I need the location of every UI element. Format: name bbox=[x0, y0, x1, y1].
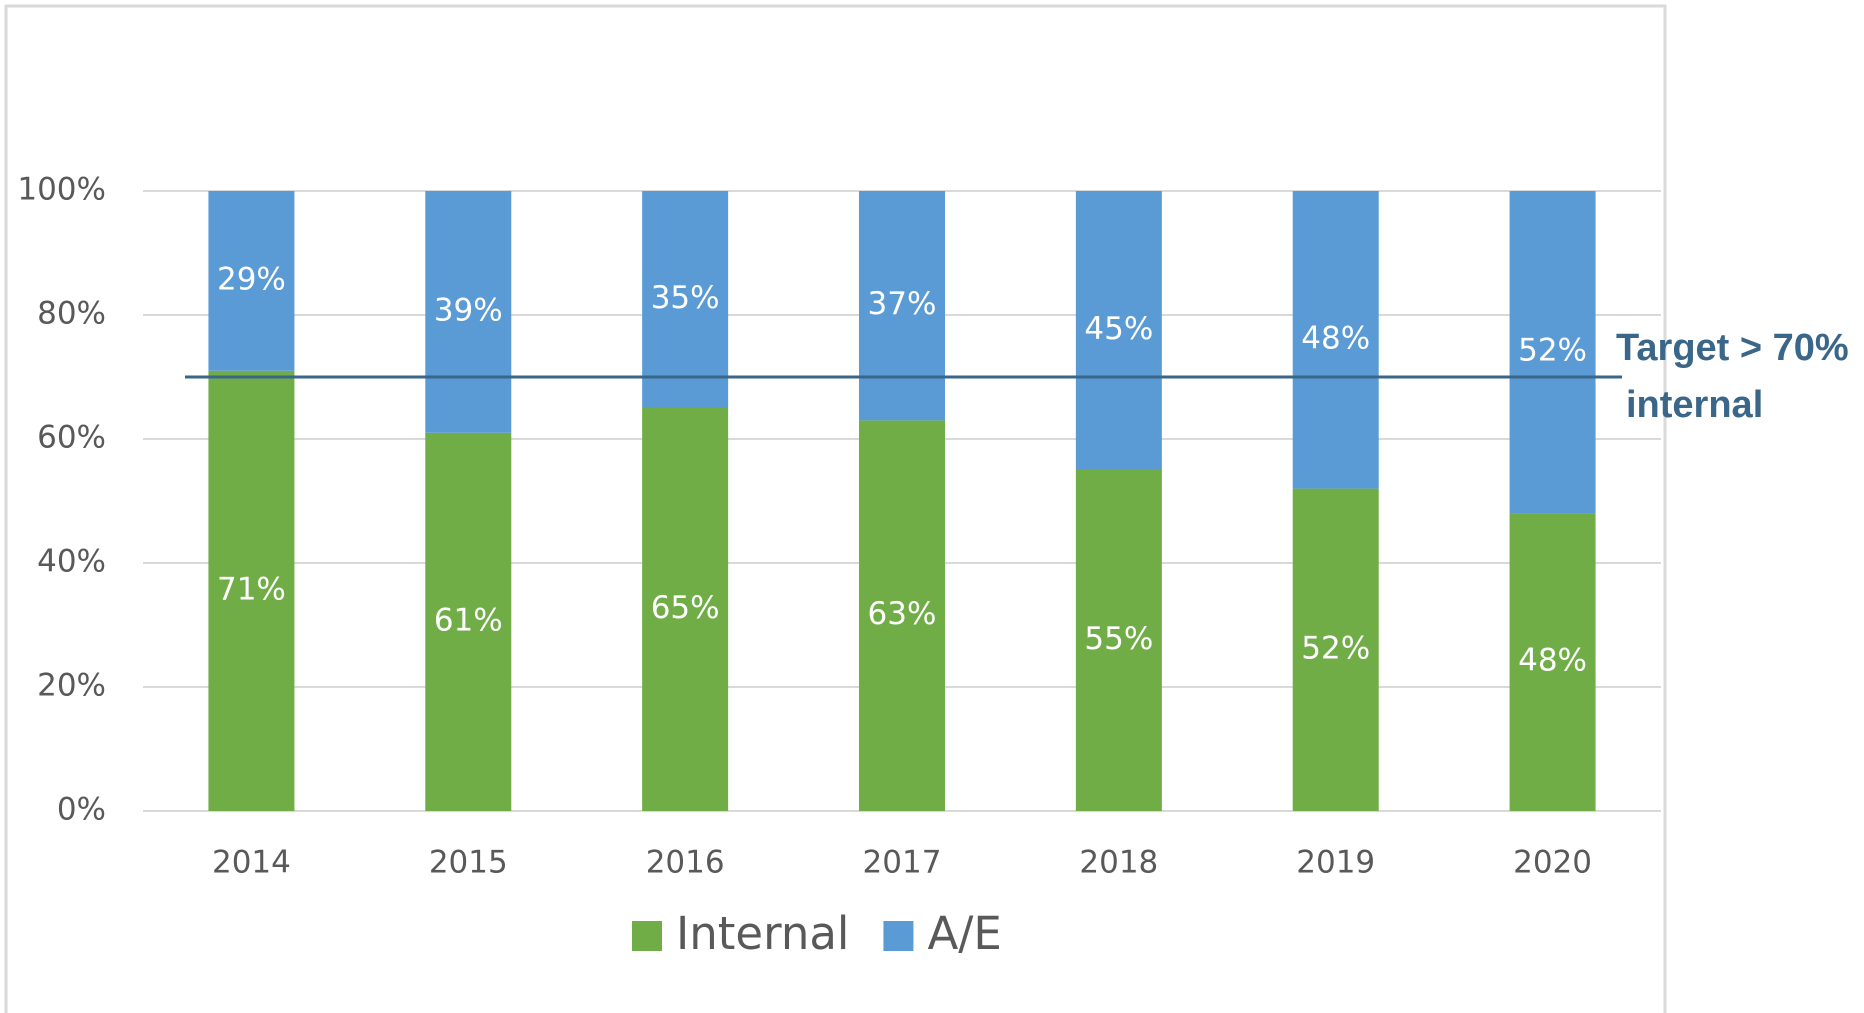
bar-segment bbox=[208, 191, 295, 371]
bar-segment bbox=[859, 191, 945, 421]
data-label: 61% bbox=[434, 602, 503, 638]
y-tick-label: 20% bbox=[37, 668, 106, 704]
bar-segment bbox=[1075, 191, 1162, 470]
bar-segment bbox=[1509, 513, 1596, 811]
x-tick-label: 2015 bbox=[429, 845, 508, 881]
bar-segment bbox=[642, 191, 729, 408]
bar-segment bbox=[208, 370, 295, 811]
target-label: internal bbox=[1626, 384, 1763, 426]
x-tick-label: 2016 bbox=[646, 845, 725, 881]
bar-segment bbox=[642, 408, 729, 811]
data-label: 48% bbox=[1301, 320, 1370, 356]
bar-segment bbox=[1292, 191, 1379, 489]
legend-label: A/E bbox=[927, 907, 1001, 960]
legend-swatch bbox=[632, 921, 662, 951]
bar-segment bbox=[1075, 470, 1162, 811]
x-tick-label: 2017 bbox=[863, 845, 942, 881]
y-tick-label: 60% bbox=[37, 420, 106, 456]
data-label: 65% bbox=[651, 590, 720, 626]
bar-segment bbox=[859, 420, 945, 811]
x-tick-label: 2020 bbox=[1513, 845, 1592, 881]
bar-segment bbox=[425, 191, 512, 433]
data-label: 52% bbox=[1301, 630, 1370, 666]
data-label: 37% bbox=[868, 286, 937, 322]
x-tick-label: 2018 bbox=[1079, 845, 1158, 881]
y-tick-label: 100% bbox=[17, 172, 106, 208]
data-label: 52% bbox=[1518, 333, 1587, 369]
data-label: 55% bbox=[1084, 621, 1153, 657]
target-label: Target > 70% bbox=[1616, 327, 1849, 369]
y-tick-label: 40% bbox=[37, 544, 106, 580]
legend-swatch bbox=[883, 921, 914, 951]
bar-segment bbox=[1292, 488, 1379, 811]
x-tick-label: 2019 bbox=[1296, 845, 1375, 881]
data-label: 29% bbox=[217, 261, 286, 297]
data-label: 45% bbox=[1084, 311, 1153, 347]
data-label: 63% bbox=[868, 596, 937, 632]
bar-segment bbox=[425, 432, 512, 811]
data-label: 48% bbox=[1518, 643, 1587, 679]
data-label: 35% bbox=[651, 280, 720, 316]
data-label: 39% bbox=[434, 292, 503, 328]
legend-label: Internal bbox=[676, 907, 849, 960]
data-label: 71% bbox=[217, 571, 286, 607]
y-tick-label: 80% bbox=[37, 296, 106, 332]
y-tick-label: 0% bbox=[57, 792, 106, 828]
x-tick-label: 2014 bbox=[212, 845, 291, 881]
bar-segment bbox=[1509, 191, 1596, 514]
